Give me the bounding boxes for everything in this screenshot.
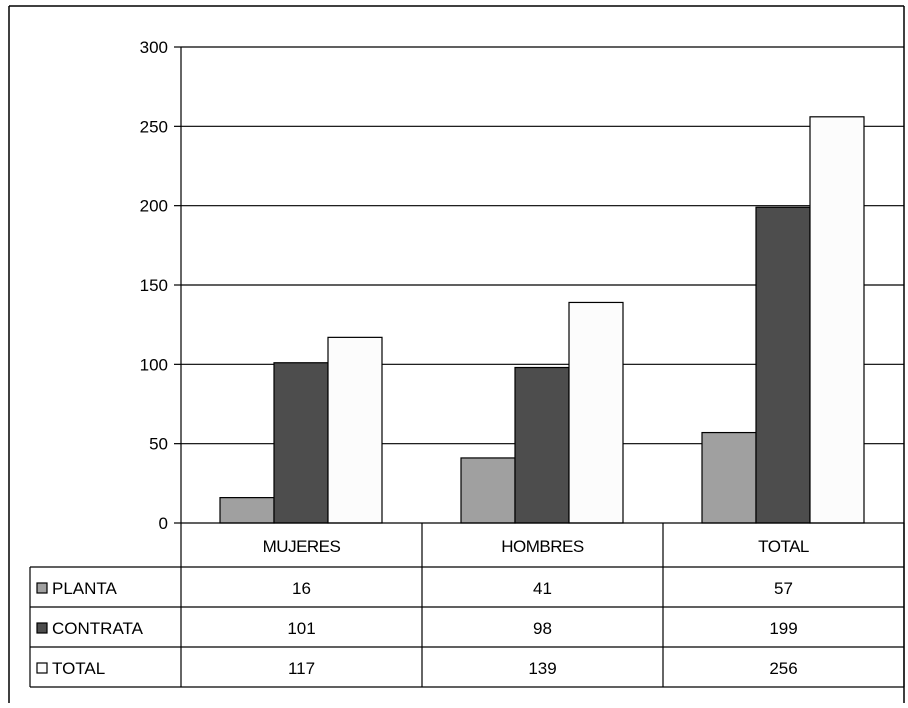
y-tick-label-100: 100 [140, 355, 168, 374]
cell-total-total: 256 [769, 659, 797, 678]
category-label-total: TOTAL [758, 537, 809, 556]
legend-swatch-total [36, 662, 48, 674]
y-tick-label-150: 150 [140, 276, 168, 295]
bar-contrata-hombres [514, 366, 570, 524]
cell-contrata-total: 199 [769, 619, 797, 638]
bar-total-mujeres [327, 336, 383, 524]
bar-contrata-total [755, 206, 811, 524]
bar-planta-total [701, 431, 757, 524]
bar-contrata-mujeres [273, 362, 329, 524]
cell-planta-mujeres: 16 [292, 579, 311, 598]
y-tick-label-200: 200 [140, 197, 168, 216]
bar-total-total [809, 116, 865, 524]
data-table: MUJERES HOMBRES TOTAL PLANTA 16 41 57 CONTRATA 1… [29, 522, 905, 688]
bar-planta-mujeres [219, 497, 275, 524]
bars [219, 116, 865, 524]
cell-total-hombres: 139 [528, 659, 556, 678]
legend-label-total: TOTAL [52, 659, 105, 678]
cell-planta-hombres: 41 [533, 579, 552, 598]
cell-planta-total: 57 [774, 579, 793, 598]
cell-contrata-hombres: 98 [533, 619, 552, 638]
legend-swatch-planta [36, 582, 48, 594]
legend-label-planta: PLANTA [52, 579, 118, 598]
legend-swatch-contrata [36, 622, 48, 634]
y-tick-label-50: 50 [149, 435, 168, 454]
bar-total-hombres [568, 301, 624, 524]
cell-contrata-mujeres: 101 [287, 619, 315, 638]
cell-total-mujeres: 117 [288, 659, 315, 678]
y-tick-label-300: 300 [140, 38, 168, 57]
bar-planta-hombres [460, 457, 516, 524]
legend-label-contrata: CONTRATA [52, 619, 144, 638]
category-label-mujeres: MUJERES [263, 537, 341, 556]
axes: 0 50 100 150 200 250 300 [140, 38, 182, 533]
y-tick-label-0: 0 [159, 514, 168, 533]
y-tick-label-250: 250 [140, 117, 168, 136]
category-label-hombres: HOMBRES [501, 537, 584, 556]
